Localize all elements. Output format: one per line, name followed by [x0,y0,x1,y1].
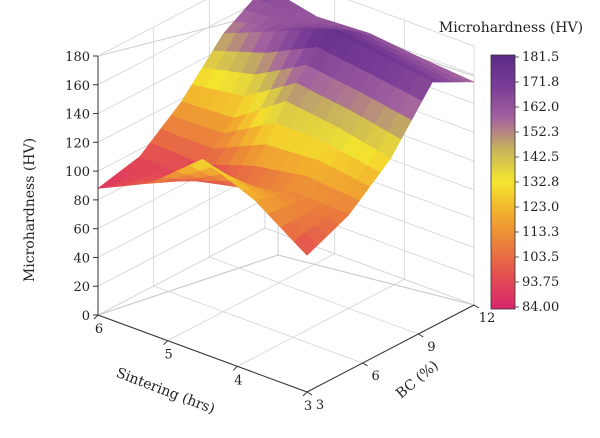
colorbar-tick-label: 181.5 [522,50,559,65]
colorbar [490,54,516,310]
z-tick-label: 20 [73,280,90,295]
colorbar-tick-label: 142.5 [522,150,559,165]
grid-line [97,198,266,287]
x-tick [93,314,99,320]
colorbar-tick-label: 103.5 [522,250,559,265]
z-tick-label: 120 [65,136,90,151]
z-tick-label: 40 [73,251,90,266]
x-tick [302,391,308,397]
colorbar-tick-label: 152.3 [522,125,559,140]
grid-line [97,0,207,57]
x-axis-label: Sintering (hrs) [114,365,217,417]
grid-line [97,0,262,86]
colorbar-tick-label: 123.0 [522,200,559,215]
y-tick [362,362,368,367]
grid-line [153,285,363,364]
y-tick-label: 9 [427,340,435,355]
z-tick-label: 0 [82,309,90,324]
x-tick [163,340,169,346]
z-tick-label: 60 [73,223,90,238]
x-tick-label: 5 [165,348,173,363]
x-tick-label: 6 [95,322,103,337]
axis-line [306,304,475,393]
y-tick-label: 6 [372,369,380,384]
grid-line [167,253,335,342]
y-axis-label: BC (%) [393,358,442,402]
z-tick-label: 180 [65,50,90,65]
x-tick-label: 3 [304,399,312,414]
y-tick [306,391,313,396]
colorbar-ticks: 181.5 171.8 162.0 152.3 142.5 132.8 123.0 113.3… [515,50,559,315]
y-tick [473,304,480,309]
colorbar-title: Microhardness (HV) [439,20,583,36]
grid-line [209,256,419,335]
colorbar-tick-label: 93.75 [522,275,559,290]
z-axis-label: Microhardness (HV) [22,138,38,282]
axis-line [97,314,308,393]
x-tick-label: 4 [234,373,242,388]
colorbar-tick-label: 84.00 [522,300,559,315]
z-tick-label: 100 [65,165,90,180]
colorbar-tick-label: 113.3 [522,225,559,240]
y-tick [418,333,424,338]
grid-line [97,227,266,316]
z-tick-label: 140 [65,108,90,123]
grid-line [347,0,475,47]
y-tick-label: 3 [316,398,324,413]
surface-cell [293,233,318,256]
colorbar-tick-label: 171.8 [522,75,559,90]
z-tick-label: 80 [73,194,90,209]
surface-mesh [96,0,475,256]
y-tick-label: 12 [479,311,496,326]
axes: 0 20 40 60 80 100 120 140 160 180 3 4 5 6 3 6 9 12 [65,50,495,414]
colorbar-tick-label: 162.0 [522,100,559,115]
z-tick-label: 160 [65,79,90,94]
colorbar-tick-label: 132.8 [522,175,559,190]
x-tick [232,365,238,371]
grid-line [237,278,405,367]
